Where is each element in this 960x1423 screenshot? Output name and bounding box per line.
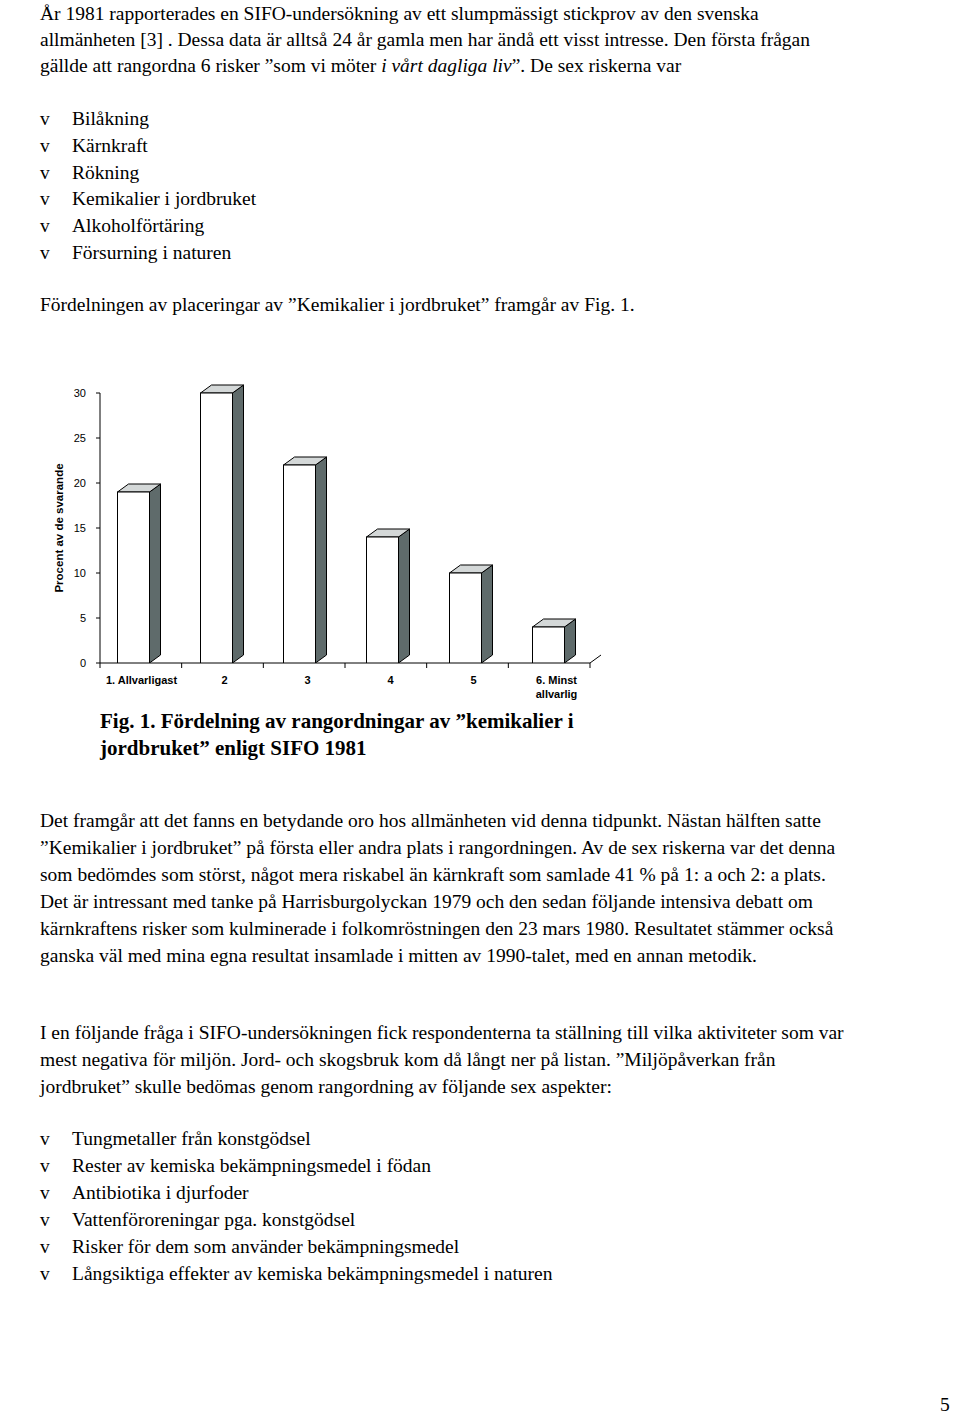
bar-side	[565, 619, 576, 663]
bar	[118, 492, 150, 663]
bullet-item: Bilåkning	[72, 109, 149, 129]
bullet: v	[40, 1264, 50, 1284]
followup-line: I en följande fråga i SIFO-undersökninge…	[40, 1023, 844, 1043]
figure-intro: Fördelningen av placeringar av ”Kemikali…	[40, 295, 635, 315]
bullet-item: Vattenföroreningar pga. konstgödsel	[72, 1210, 355, 1230]
bar-top	[118, 484, 161, 492]
bullet: v	[40, 1210, 50, 1230]
x-tick-label: 4	[387, 674, 394, 686]
x-axis	[100, 663, 590, 664]
y-tick	[96, 393, 100, 394]
caption: jordbruket” enligt SIFO 1981	[100, 738, 367, 758]
bullet-item: Försurning i naturen	[72, 243, 231, 263]
bar	[284, 465, 316, 663]
category-divider	[590, 663, 591, 668]
bar	[533, 627, 565, 663]
x-tick-label: 3	[304, 674, 310, 686]
bullet: v	[40, 1183, 50, 1203]
y-tick-label: 20	[74, 477, 86, 489]
bar-side	[150, 484, 161, 663]
y-tick	[96, 483, 100, 484]
bar-top	[533, 619, 576, 627]
discussion-line: kärnkraftens risker som kulminerade i fo…	[40, 919, 833, 939]
y-tick-label: 10	[74, 567, 86, 579]
y-tick	[96, 663, 100, 664]
discussion-line: Det är intressant med tanke på Harrisbur…	[40, 892, 813, 912]
bullet: v	[40, 136, 50, 156]
bar-side	[316, 457, 327, 663]
y-axis-label: Procent av de svarande	[53, 463, 65, 592]
bar-top	[450, 565, 493, 573]
bar-side	[233, 385, 244, 663]
bullet-item: Alkoholförtäring	[72, 216, 204, 236]
x-tick-label: 2	[221, 674, 227, 686]
bullet: v	[40, 1237, 50, 1257]
bar	[450, 573, 482, 663]
intro-line: allmänheten [3] . Dessa data är alltså 2…	[40, 30, 810, 50]
discussion-line: ganska väl med mina egna resultat insaml…	[40, 946, 757, 966]
bullet-item: Kärnkraft	[72, 136, 148, 156]
floor-edge	[590, 655, 601, 663]
y-tick-label: 30	[74, 387, 86, 399]
y-tick	[96, 438, 100, 439]
category-divider	[100, 663, 101, 668]
y-tick	[96, 618, 100, 619]
category-divider	[508, 663, 509, 668]
y-tick-label: 5	[80, 612, 86, 624]
bar-side	[399, 529, 410, 663]
bullet-item: Tungmetaller från konstgödsel	[72, 1129, 311, 1149]
bullet-item: Antibiotika i djurfoder	[72, 1183, 249, 1203]
category-divider	[181, 663, 182, 668]
bullet-item: Kemikalier i jordbruket	[72, 189, 256, 209]
y-tick	[96, 528, 100, 529]
discussion-line: som bedömdes som störst, något mera risk…	[40, 865, 826, 885]
bar-side	[482, 565, 493, 663]
discussion-line: Det framgår att det fanns en betydande o…	[40, 811, 821, 831]
page: {"document": { "intro": {"lines": [ "År …	[0, 0, 960, 1423]
bar-top	[284, 457, 327, 465]
category-divider	[345, 663, 346, 668]
page-number: 5	[940, 1395, 950, 1415]
bullet: v	[40, 189, 50, 209]
x-tick-label: 6. Minst allvarlig	[536, 674, 578, 700]
bullet: v	[40, 1129, 50, 1149]
followup-line: jordbruket” skulle bedömas genom rangord…	[40, 1077, 612, 1097]
bullet-item: Rester av kemiska bekämpningsmedel i föd…	[72, 1156, 431, 1176]
bullet: v	[40, 163, 50, 183]
bar-top	[367, 529, 410, 537]
bullet-item: Risker för dem som använder bekämpningsm…	[72, 1237, 459, 1257]
x-tick-label-line: 6. Minst	[536, 674, 577, 686]
bullet-item: Långsiktiga effekter av kemiska bekämpni…	[72, 1264, 552, 1284]
category-divider	[426, 663, 427, 668]
y-tick-label: 25	[74, 432, 86, 444]
intro-line: År 1981 rapporterades en SIFO-undersökni…	[40, 4, 759, 24]
bar-top	[201, 385, 244, 393]
bullet: v	[40, 1156, 50, 1176]
bullet: v	[40, 243, 50, 263]
bars	[118, 385, 576, 663]
bullet-item: Rökning	[72, 163, 139, 183]
bar	[201, 393, 233, 663]
bullet: v	[40, 216, 50, 236]
y-tick	[96, 573, 100, 574]
x-tick-label-line: allvarlig	[536, 688, 578, 700]
y-axis	[100, 393, 101, 663]
x-tick-label: 5	[470, 674, 476, 686]
category-divider	[263, 663, 264, 668]
discussion-line: ”Kemikalier i jordbruket” på första elle…	[40, 838, 835, 858]
bullet: v	[40, 109, 50, 129]
bar	[367, 537, 399, 663]
followup-line: mest negativa för miljön. Jord- och skog…	[40, 1050, 775, 1070]
caption: Fig. 1. Fördelning av rangordningar av ”…	[100, 711, 574, 731]
chart: 051015202530Procent av de svarande1. All…	[0, 0, 960, 1423]
emphasis: i vårt dagliga liv	[381, 55, 512, 76]
y-tick-label: 0	[80, 657, 86, 669]
intro-line: gällde att rangordna 6 risker ”som vi mö…	[40, 56, 681, 76]
x-tick-label: 1. Allvarligast	[106, 674, 177, 686]
y-tick-label: 15	[74, 522, 86, 534]
